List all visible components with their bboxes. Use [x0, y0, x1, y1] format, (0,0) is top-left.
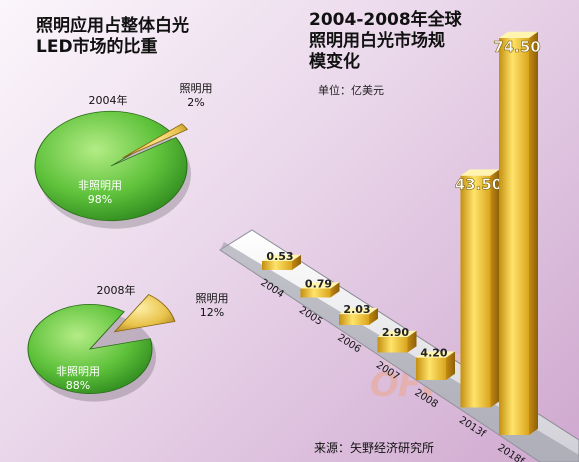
bar-value-label: 0.53 [266, 250, 293, 263]
slice-label: 非照明用 [78, 179, 122, 192]
bar-top [499, 31, 538, 38]
bar-front [339, 314, 369, 325]
pie-slice-lighting [113, 294, 176, 333]
slice-label: 照明用 [196, 292, 229, 305]
slice-label: 非照明用 [56, 365, 100, 378]
pie-section-title: 照明应用占整体白光 LED市场的比重 [36, 16, 189, 57]
bar-chart-title: 2004-2008年全球 照明用白光市场规 模变化 [309, 10, 462, 72]
bar-top [377, 330, 417, 338]
bar-top [262, 254, 301, 261]
pie-slice-lighting [122, 123, 189, 159]
bar-top [460, 169, 500, 176]
bar-side [407, 330, 417, 353]
slice-value-label: 12% [200, 306, 224, 319]
unit-label: 单位：亿美元 [318, 84, 384, 97]
bar-value-label: 43.50 [455, 176, 502, 194]
bar-value-label: 0.79 [305, 278, 332, 291]
bar-value-label: 2.03 [343, 303, 370, 316]
bar-top [416, 351, 455, 358]
pie-slice-non-lighting [34, 110, 188, 222]
slice-value-label: 98% [88, 193, 112, 206]
bar-value-label: 4.20 [420, 347, 447, 360]
bar-side [330, 282, 340, 298]
slice-value-label: 2% [187, 96, 204, 109]
bar-front [460, 175, 491, 408]
slice-value-label: 88% [66, 379, 90, 392]
pie-slice-non-lighting [27, 304, 153, 394]
bar-front [416, 357, 446, 380]
bar-top [339, 307, 378, 315]
pie-title: 2008年 [97, 283, 136, 297]
bar-front [300, 288, 331, 298]
bar-side [292, 254, 301, 270]
bar-side [490, 169, 500, 408]
bar-value-label: 2.90 [382, 326, 409, 339]
slice-label: 照明用 [180, 82, 213, 95]
bar-front [499, 38, 529, 435]
bar-side [529, 31, 538, 435]
bar-top [300, 282, 340, 289]
bar-side [446, 351, 455, 380]
source-note: 来源：矢野经济研究所 [314, 441, 435, 455]
bar-value-label: 74.50 [493, 38, 540, 56]
pie-title: 2004年 [89, 93, 128, 107]
bar-front [262, 261, 292, 270]
bar-front [377, 337, 408, 353]
bar-side [369, 307, 378, 325]
